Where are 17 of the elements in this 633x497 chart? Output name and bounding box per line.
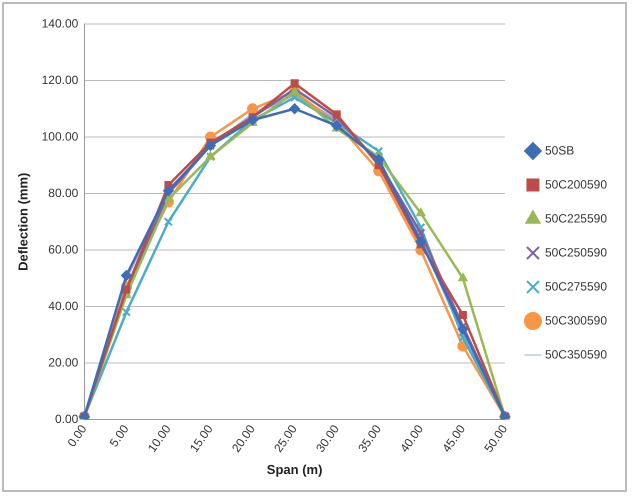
x-axis-title: Span (m) (266, 462, 322, 477)
y-tick-label: 120.00 (42, 72, 79, 87)
y-tick-label: 0.00 (54, 412, 79, 426)
y-tick-label: 140.00 (42, 16, 79, 30)
y-tick-label: 40.00 (48, 298, 79, 313)
legend-label: 50C200590 (544, 177, 608, 192)
y-tick-label: 20.00 (48, 355, 79, 370)
y-tick-label: 60.00 (48, 242, 79, 256)
legend-label: 50SB (544, 143, 574, 158)
legend-label: 50C300590 (544, 313, 608, 328)
legend-label: 50C350590 (544, 347, 608, 362)
legend-label: 50C225590 (544, 211, 608, 226)
y-tick-label: 80.00 (48, 186, 79, 200)
y-axis-title: Deflection (mm) (15, 172, 30, 271)
y-tick-label: 100.00 (42, 129, 79, 144)
legend-label: 50C275590 (544, 279, 608, 294)
legend-label: 50C250590 (544, 245, 608, 260)
